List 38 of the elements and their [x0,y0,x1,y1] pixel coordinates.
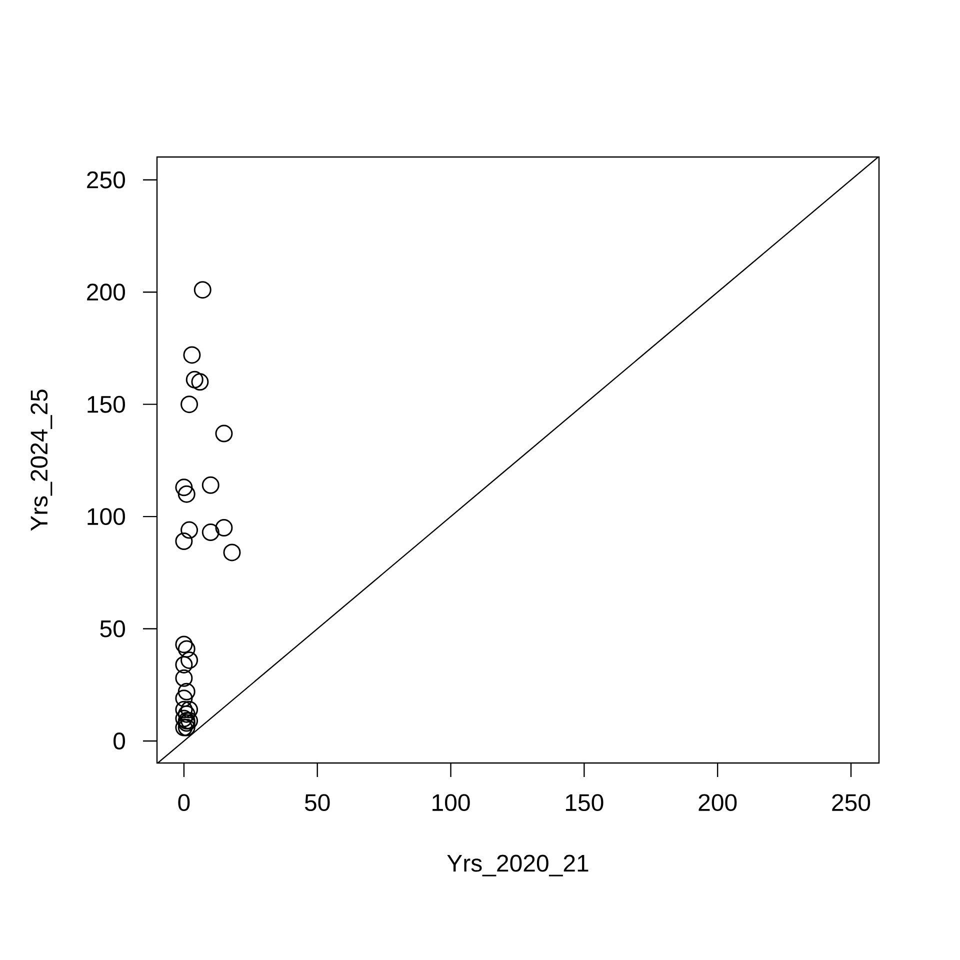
y-tick-label: 50 [100,620,125,638]
x-tick-label: 100 [432,794,470,812]
point [175,532,193,550]
point [191,373,209,391]
point [178,705,196,723]
point [175,700,193,718]
point [202,524,220,542]
point [180,651,198,669]
x-axis-title: Yrs_2020_21 [447,854,588,876]
x-tick-label: 0 [178,794,190,812]
point [175,478,193,496]
point [175,690,193,708]
x-tick-label: 50 [304,794,330,812]
point [175,669,193,687]
point [180,396,198,414]
point [178,640,196,658]
y-tick-label: 0 [114,732,126,750]
x-tick-label: 200 [698,794,737,812]
point [215,519,233,537]
point [180,700,198,718]
y-tick-label: 250 [87,171,125,188]
x-tick-label: 150 [566,794,604,812]
point [202,476,220,494]
y-tick-label: 200 [87,284,125,301]
point [180,521,198,539]
point [175,656,193,674]
x-tick-label: 250 [832,794,870,812]
y-tick-label: 150 [88,396,125,413]
point [183,346,201,364]
point [178,682,196,700]
point [186,370,204,388]
point [215,424,233,442]
point [178,485,196,503]
y-axis-title: Yrs_2024_25 [30,390,52,531]
point [223,544,241,562]
point [194,281,212,299]
point [175,636,193,654]
y-tick-label: 100 [88,508,125,526]
